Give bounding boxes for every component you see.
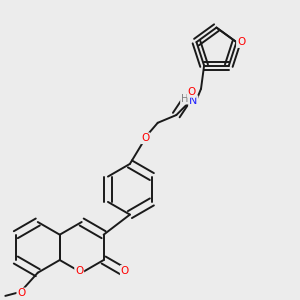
Text: O: O xyxy=(188,87,196,97)
Text: O: O xyxy=(237,37,245,47)
Text: O: O xyxy=(121,266,129,276)
Text: N: N xyxy=(189,96,197,106)
Text: H: H xyxy=(181,94,188,104)
Text: O: O xyxy=(141,133,149,143)
Text: O: O xyxy=(17,288,26,298)
Text: O: O xyxy=(75,266,83,276)
